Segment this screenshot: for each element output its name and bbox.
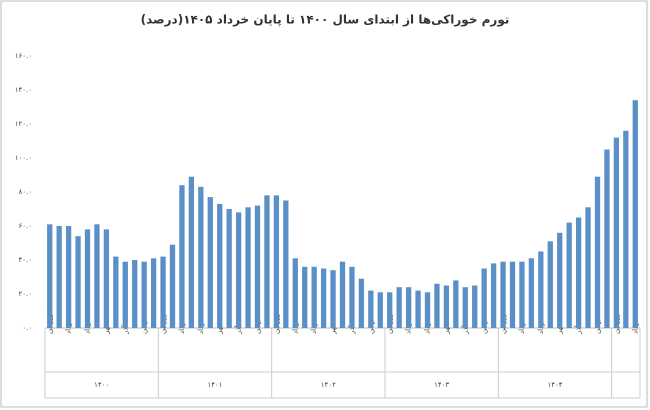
bar — [519, 261, 525, 328]
y-tick-label: ۱۶۰.۰ — [15, 52, 32, 60]
bar — [245, 207, 251, 328]
bar — [490, 263, 497, 328]
y-tick-label: ۸۰.۰ — [18, 188, 32, 196]
bar — [472, 285, 478, 328]
bar — [56, 226, 62, 328]
y-tick-label: ۴۰.۰ — [18, 256, 32, 264]
bar — [405, 287, 412, 328]
bar — [377, 292, 383, 328]
bar — [179, 185, 185, 328]
group-label: ۱۴۰۱ — [207, 381, 222, 389]
bar — [65, 226, 72, 328]
bar — [75, 236, 81, 328]
bar — [528, 258, 535, 328]
y-tick-label: ۱۰۰.۰ — [15, 154, 32, 162]
bar — [103, 229, 110, 328]
bar — [604, 149, 610, 328]
bar — [415, 290, 421, 328]
bar — [217, 203, 223, 328]
group-label: ۱۴۰۴ — [547, 381, 562, 389]
bar — [188, 176, 195, 328]
bar — [623, 130, 629, 328]
bar — [160, 256, 166, 328]
bar — [339, 261, 346, 328]
bar — [122, 261, 128, 328]
bar — [594, 176, 601, 328]
x-tick-label: مهر — [102, 323, 110, 335]
bar — [302, 266, 308, 328]
bar — [453, 280, 459, 328]
bar — [132, 260, 138, 328]
x-tick-label: آذر — [234, 325, 243, 335]
y-tick-label: ۱۲۰.۰ — [15, 120, 32, 128]
x-tick-label: آذر — [120, 325, 129, 335]
bar — [283, 200, 289, 328]
bar — [84, 229, 91, 328]
bar — [566, 222, 572, 328]
x-tick-label: مهر — [216, 323, 224, 335]
bar — [557, 232, 563, 328]
x-tick-label: آذر — [574, 325, 583, 335]
bar — [235, 212, 242, 328]
x-tick-label: آذر — [347, 325, 356, 335]
group-label: ۱۴۰۲ — [321, 381, 336, 389]
bar — [264, 195, 270, 328]
bar — [207, 197, 213, 328]
bar — [585, 207, 591, 328]
bar — [434, 283, 440, 328]
y-tick-label: ۶۰.۰ — [18, 222, 32, 230]
group-label: ۱۴۰۰ — [94, 381, 109, 389]
bar — [424, 292, 431, 328]
bar — [292, 258, 298, 328]
bar — [94, 224, 100, 328]
bar — [320, 268, 327, 328]
bar — [547, 241, 553, 328]
bar — [254, 205, 261, 328]
x-tick-label: مهر — [442, 323, 450, 335]
bar — [613, 137, 620, 328]
bar — [443, 285, 450, 328]
bar — [150, 258, 157, 328]
group-label: ۱۴۰۳ — [434, 381, 449, 389]
bar — [47, 224, 53, 328]
bar — [575, 217, 582, 328]
bar — [500, 261, 506, 328]
bar — [387, 292, 393, 328]
bar — [481, 268, 487, 328]
x-tick-label: مهر — [329, 323, 337, 335]
bar — [330, 270, 336, 328]
bar — [226, 209, 232, 328]
bar — [198, 186, 204, 328]
y-tick-label: ۰.۰ — [22, 324, 32, 332]
bar — [358, 278, 365, 328]
y-tick-label: ۱۴۰.۰ — [15, 86, 32, 94]
bar — [141, 261, 147, 328]
bar — [632, 100, 638, 328]
bar — [311, 266, 317, 328]
x-tick-label: آذر — [460, 325, 469, 335]
bar — [113, 256, 119, 328]
bar — [396, 287, 402, 328]
bar — [462, 287, 468, 328]
chart-title: تورم خوراکی‌ها از ابتدای سال ۱۴۰۰ تا پای… — [141, 13, 510, 28]
y-tick-label: ۲۰.۰ — [18, 290, 32, 298]
bar — [509, 261, 516, 328]
bar — [169, 244, 176, 328]
bar — [273, 195, 280, 328]
bar — [368, 290, 374, 328]
bar — [349, 266, 355, 328]
x-tick-label: مهر — [556, 323, 564, 335]
bar — [538, 251, 544, 328]
